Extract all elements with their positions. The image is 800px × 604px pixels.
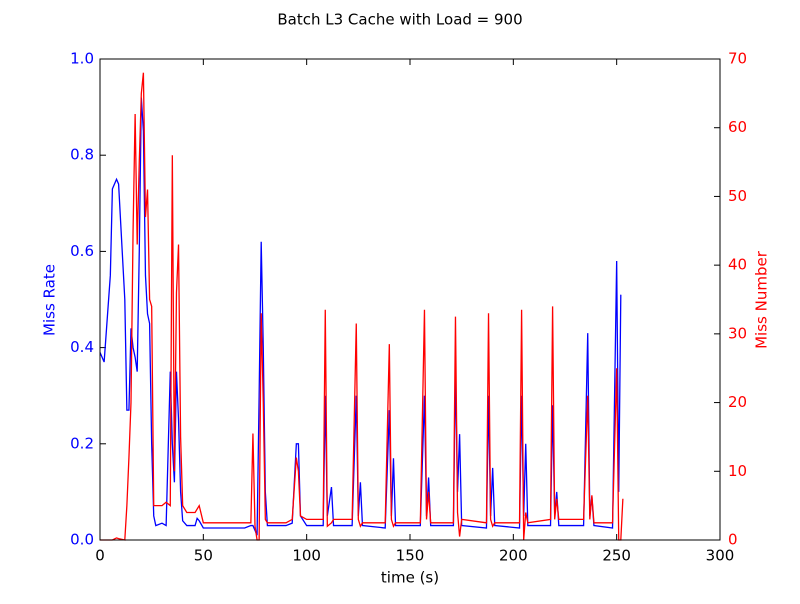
x-tick-label: 150 xyxy=(396,547,425,565)
y-tick-label: 0.8 xyxy=(70,146,94,164)
plot-frame xyxy=(99,58,721,541)
y2-axis-label: Miss Number xyxy=(753,250,771,349)
x-tick-label: 300 xyxy=(706,547,735,565)
x-tick-label: 0 xyxy=(95,547,105,565)
y-tick-label: 1.0 xyxy=(70,50,94,68)
x-tick-label: 50 xyxy=(194,547,213,565)
y2-tick-label: 20 xyxy=(728,393,747,411)
y2-tick-label: 0 xyxy=(728,531,738,549)
x-tick-label: 200 xyxy=(499,547,528,565)
x-tick-label: 100 xyxy=(292,547,321,565)
y2-tick-label: 10 xyxy=(728,462,747,480)
y-tick-label: 0.4 xyxy=(70,338,94,356)
y2-tick-label: 50 xyxy=(728,187,747,205)
y-tick-label: 0.6 xyxy=(70,242,94,260)
y-tick-label: 0.0 xyxy=(70,531,94,549)
y-axis-label: Miss Rate xyxy=(41,264,59,336)
x-axis-label: time (s) xyxy=(381,569,439,587)
y2-tick-label: 40 xyxy=(728,256,747,274)
x-tick-label: 250 xyxy=(602,547,631,565)
chart-title: Batch L3 Cache with Load = 900 xyxy=(277,11,522,29)
y2-tick-label: 60 xyxy=(728,118,747,136)
y2-tick-label: 30 xyxy=(728,324,747,342)
y-tick-label: 0.2 xyxy=(70,434,94,452)
y2-tick-label: 70 xyxy=(728,50,747,68)
